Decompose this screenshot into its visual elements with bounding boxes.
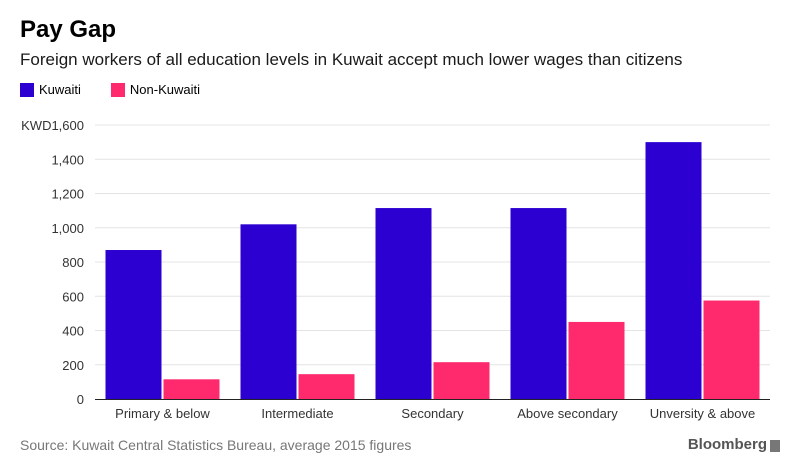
bar-non-kuwaiti [703,300,760,399]
legend-swatch-kuwaiti [20,82,34,97]
brand-name: Bloomberg [687,436,767,453]
bar-non-kuwaiti [433,362,490,399]
source-note: Source: Kuwait Central Statistics Bureau… [20,437,412,453]
legend-item-kuwaiti: Kuwaiti [20,82,81,97]
legend: Kuwaiti Non-Kuwaiti [20,82,230,97]
bar-kuwaiti [240,224,297,399]
bar-kuwaiti [375,208,432,399]
y-tick-label: 1,200 [51,187,84,202]
legend-label-non-kuwaiti: Non-Kuwaiti [129,82,201,97]
y-tick-label: 0 [77,392,84,407]
legend-swatch-non-kuwaiti [110,82,125,97]
y-tick-label: 200 [62,358,84,373]
y-tick-label: KWD1,600 [21,118,84,133]
bar-kuwaiti [105,250,162,399]
y-tick-label: 1,000 [51,221,84,236]
bloomberg-bars-icon [770,439,780,452]
y-tick-label: 800 [62,255,84,270]
y-tick-label: 1,400 [51,152,84,167]
bar-non-kuwaiti [568,321,625,399]
x-tick-label: Above secondary [517,406,618,421]
y-tick-label: 600 [62,289,84,304]
x-tick-label: Primary & below [115,406,210,421]
legend-label-kuwaiti: Kuwaiti [39,82,81,97]
brand-logo: Bloomberg [688,436,780,453]
bar-kuwaiti [510,208,567,399]
x-tick-label: Secondary [401,406,464,421]
bar-kuwaiti [645,142,702,399]
bar-non-kuwaiti [298,374,355,399]
bar-non-kuwaiti [163,379,220,399]
x-tick-label: Unversity & above [650,406,756,421]
x-tick-label: Intermediate [261,406,333,421]
chart-subtitle: Foreign workers of all education levels … [20,50,683,69]
y-tick-label: 400 [62,324,84,339]
chart-title: Pay Gap [20,16,117,43]
legend-item-non-kuwaiti: Non-Kuwaiti [110,82,201,97]
